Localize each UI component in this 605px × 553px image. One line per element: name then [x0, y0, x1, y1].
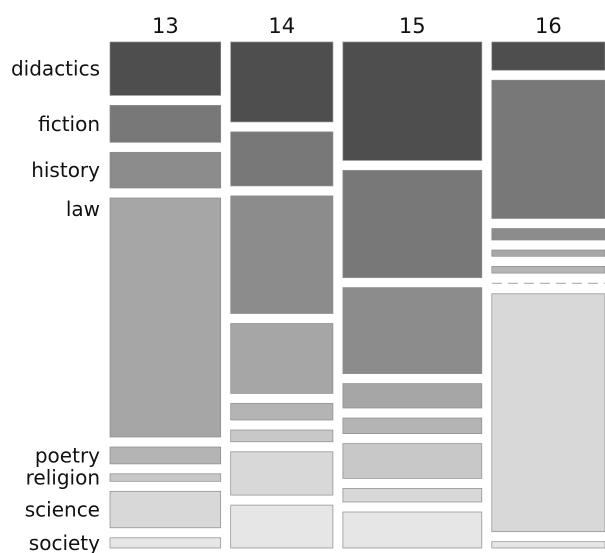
row-labels: didactics fiction history law poetryreligion… — [11, 57, 100, 553]
tile-13-society — [109, 537, 222, 549]
column-label-15: 15 — [399, 14, 426, 38]
tile-14-fiction — [230, 131, 334, 187]
tile-13-poetry — [109, 446, 222, 465]
tile-16-didactics — [491, 41, 605, 71]
tile-16-poetry — [491, 266, 605, 274]
column-label-14: 14 — [268, 14, 295, 38]
tile-14-history — [230, 195, 334, 314]
mosaic-tiles — [109, 41, 605, 549]
tile-13-religion — [109, 473, 222, 482]
row-label-science: science — [25, 498, 100, 522]
tile-16-science — [491, 293, 605, 533]
row-label-fiction: fiction — [38, 112, 100, 136]
tile-13-didactics — [109, 41, 222, 96]
row-label-poetry: poetry — [35, 443, 100, 467]
tile-14-society — [230, 504, 334, 549]
tile-16-fiction — [491, 79, 605, 219]
row-label-religion: religion — [26, 466, 100, 490]
tile-15-poetry — [342, 417, 483, 434]
tile-14-didactics — [230, 41, 334, 123]
row-label-history: history — [31, 158, 100, 182]
tile-15-law — [342, 383, 483, 409]
tile-16-law — [491, 249, 605, 257]
column-labels: 13 14 15 16 — [152, 14, 562, 38]
tile-13-history — [109, 151, 222, 189]
tile-16-society — [491, 541, 605, 549]
tile-13-law — [109, 197, 222, 438]
tile-14-law — [230, 323, 334, 394]
column-label-16: 16 — [535, 14, 562, 38]
column-label-13: 13 — [152, 14, 179, 38]
tile-14-religion — [230, 429, 334, 443]
tile-15-society — [342, 511, 483, 549]
tile-15-religion — [342, 443, 483, 479]
row-label-didactics: didactics — [11, 57, 100, 81]
row-label-society: society — [29, 531, 100, 553]
tile-14-poetry — [230, 403, 334, 421]
tile-15-didactics — [342, 41, 483, 161]
tile-15-science — [342, 488, 483, 503]
tile-13-fiction — [109, 105, 222, 143]
tile-15-history — [342, 287, 483, 374]
tile-16-history — [491, 228, 605, 241]
row-label-law: law — [66, 197, 100, 221]
tile-15-fiction — [342, 170, 483, 278]
tile-14-science — [230, 451, 334, 496]
tile-13-science — [109, 490, 222, 529]
